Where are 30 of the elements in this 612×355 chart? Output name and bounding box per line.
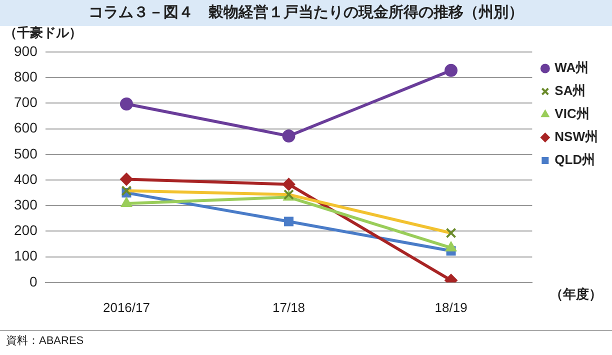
- y-tick-label: 600: [14, 120, 38, 136]
- y-tick-label: 200: [14, 222, 38, 238]
- point: [120, 97, 133, 110]
- text: 資料：ABARES: [6, 335, 84, 347]
- chart-title: コラム３－図４ 穀物経営１戸当たりの現金所得の推移（州別）: [0, 0, 612, 26]
- y-tick-label: 100: [14, 248, 38, 264]
- point: [445, 241, 457, 252]
- point: [120, 172, 133, 186]
- legend-label: WA州: [554, 60, 589, 76]
- point: [282, 178, 296, 191]
- point: [120, 197, 132, 208]
- y-tick-label: 300: [14, 196, 38, 212]
- y-tick-label: 400: [14, 170, 38, 187]
- point: [282, 129, 296, 142]
- y-tick-label: 0: [30, 273, 38, 290]
- x-tick-label: 2016/17: [102, 300, 150, 315]
- y-tick-label: 500: [14, 145, 38, 162]
- x-axis-title: （年度）: [550, 286, 602, 302]
- point: [444, 64, 458, 77]
- legend-label: NSW州: [554, 129, 598, 144]
- y-tick-label: 900: [14, 42, 38, 59]
- y-tick-label: 800: [14, 68, 38, 84]
- y-tick-label: 700: [14, 94, 38, 110]
- legend-label: SA州: [554, 83, 586, 98]
- point: [284, 216, 294, 226]
- legend-label: VIC州: [554, 106, 590, 122]
- legend-label: QLD州: [554, 152, 596, 168]
- x-tick-label: 18/19: [434, 300, 468, 315]
- x-tick-label: 17/18: [272, 300, 306, 315]
- y-axis-title: （千豪ドル）: [4, 25, 82, 40]
